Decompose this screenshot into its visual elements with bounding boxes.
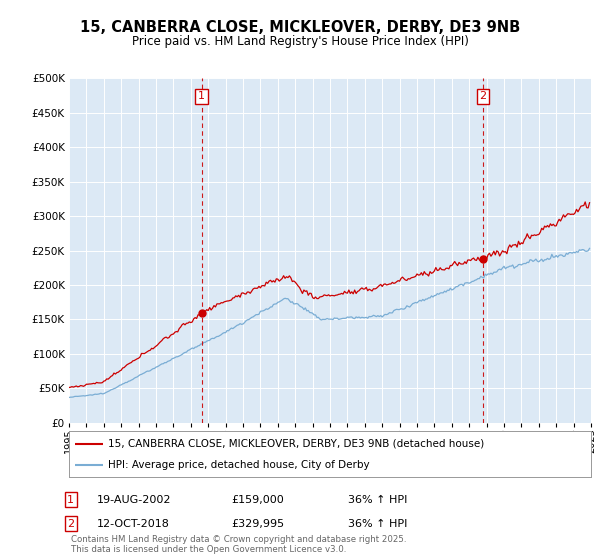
Text: 36% ↑ HPI: 36% ↑ HPI bbox=[348, 519, 407, 529]
Text: 2: 2 bbox=[479, 91, 487, 101]
Text: 15, CANBERRA CLOSE, MICKLEOVER, DERBY, DE3 9NB (detached house): 15, CANBERRA CLOSE, MICKLEOVER, DERBY, D… bbox=[108, 438, 484, 449]
Text: 36% ↑ HPI: 36% ↑ HPI bbox=[348, 494, 407, 505]
Text: 2: 2 bbox=[67, 519, 74, 529]
Text: 12-OCT-2018: 12-OCT-2018 bbox=[97, 519, 170, 529]
Text: 1: 1 bbox=[198, 91, 205, 101]
Text: £329,995: £329,995 bbox=[231, 519, 284, 529]
Text: 19-AUG-2002: 19-AUG-2002 bbox=[97, 494, 172, 505]
Text: 15, CANBERRA CLOSE, MICKLEOVER, DERBY, DE3 9NB: 15, CANBERRA CLOSE, MICKLEOVER, DERBY, D… bbox=[80, 20, 520, 35]
Text: Price paid vs. HM Land Registry's House Price Index (HPI): Price paid vs. HM Land Registry's House … bbox=[131, 35, 469, 48]
Text: 1: 1 bbox=[67, 494, 74, 505]
Text: £159,000: £159,000 bbox=[231, 494, 284, 505]
Text: Contains HM Land Registry data © Crown copyright and database right 2025.
This d: Contains HM Land Registry data © Crown c… bbox=[71, 535, 406, 554]
Text: HPI: Average price, detached house, City of Derby: HPI: Average price, detached house, City… bbox=[108, 460, 370, 470]
